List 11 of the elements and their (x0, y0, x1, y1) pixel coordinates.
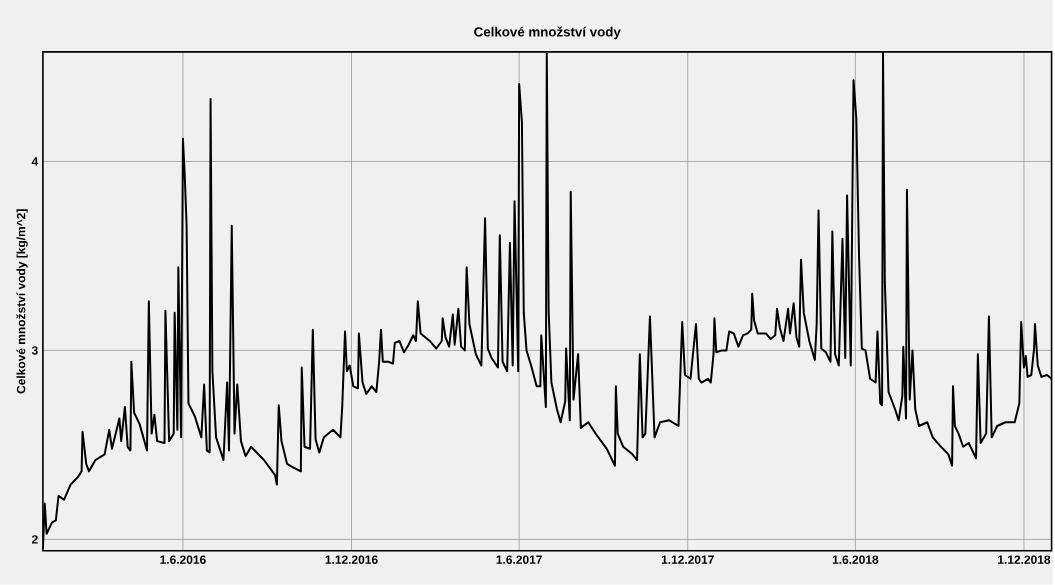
y-tick-label: 2 (31, 535, 38, 544)
y-tick-label: 3 (31, 346, 38, 355)
x-tick-label: 1.6.2018 (832, 555, 879, 565)
x-tick-label: 1.6.2016 (160, 555, 206, 565)
x-tick-label: 1.6.2017 (496, 555, 542, 565)
chart-title: Celkové množství vody (474, 26, 621, 40)
x-tick-label: 1.12.2018 (998, 555, 1051, 565)
y-axis-title: Celkové množství vody [kg/m^2] (16, 209, 28, 394)
y-tick-label: 4 (31, 157, 39, 166)
x-tick-label: 1.12.2017 (661, 555, 714, 565)
x-tick-label: 1.12.2016 (325, 555, 378, 565)
